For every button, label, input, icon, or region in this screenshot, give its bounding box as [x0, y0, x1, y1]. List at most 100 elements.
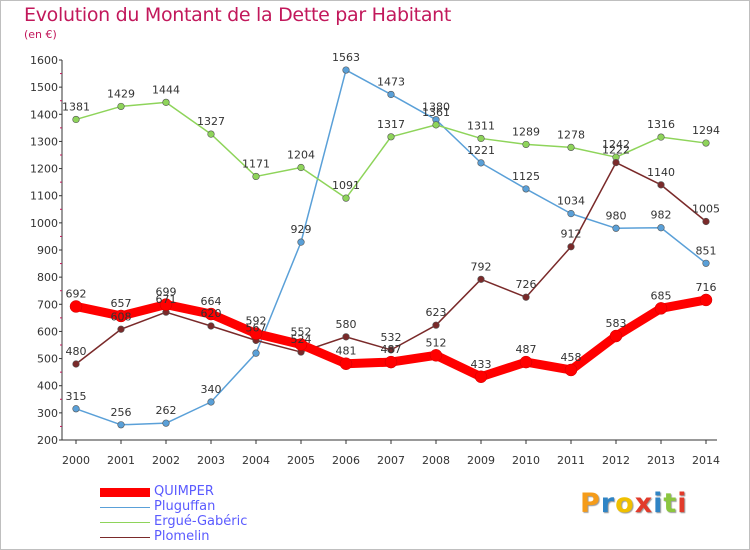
data-point-pluguffan: [702, 259, 710, 267]
data-point-pluguffan: [387, 90, 395, 99]
x-tick-label: 2013: [647, 454, 675, 467]
data-point-pluguffan: [567, 210, 575, 218]
y-tick-label: 1300: [30, 135, 58, 148]
data-point-pluguffan: [612, 224, 620, 232]
data-label-quimper: 487: [381, 343, 402, 356]
y-tick-label: 1600: [30, 54, 58, 67]
data-label-plomelin: 671: [156, 293, 177, 306]
logo-letter: t: [663, 488, 678, 519]
data-label-pluguffan: 340: [201, 383, 222, 396]
data-point-ergu-gab-ric: [477, 134, 485, 143]
x-tick-label: 2008: [422, 454, 450, 467]
logo-letter: P: [580, 488, 601, 519]
y-tick-label: 800: [37, 271, 58, 284]
x-tick-label: 2011: [557, 454, 585, 467]
x-tick-label: 2004: [242, 454, 270, 467]
legend-swatch-ergue-gaberic: [100, 522, 150, 523]
data-point-pluguffan: [117, 421, 125, 429]
x-tick-label: 2006: [332, 454, 360, 467]
data-label-ergu-gab-ric: 1171: [242, 157, 270, 170]
data-point-quimper: [294, 338, 308, 351]
data-label-quimper: 685: [651, 289, 672, 302]
x-tick-label: 2012: [602, 454, 630, 467]
x-tick-label: 2000: [62, 454, 90, 467]
data-point-quimper: [564, 363, 578, 377]
data-label-ergu-gab-ric: 1327: [197, 115, 225, 128]
data-point-plomelin: [522, 293, 530, 301]
data-point-quimper: [699, 293, 713, 307]
data-point-pluguffan: [207, 398, 215, 406]
data-label-ergu-gab-ric: 1278: [557, 128, 585, 141]
legend-swatch-pluguffan: [100, 507, 150, 508]
x-tick-label: 2003: [197, 454, 225, 467]
logo-letter: i: [653, 488, 664, 519]
data-label-quimper: 583: [606, 317, 627, 330]
data-point-quimper: [114, 309, 128, 323]
y-tick-label: 700: [37, 298, 58, 311]
legend-label-plomelin: Plomelin: [154, 529, 210, 544]
data-label-plomelin: 580: [336, 318, 357, 331]
data-label-quimper: 481: [336, 345, 357, 358]
data-point-quimper: [654, 302, 668, 315]
data-point-pluguffan: [297, 238, 305, 246]
data-point-quimper: [429, 349, 443, 362]
axes: 200 300 400 500 600 700 800 900 1000 1100 1200 1300…: [30, 54, 720, 467]
data-point-pluguffan: [252, 349, 260, 357]
data-label-plomelin: 726: [516, 278, 537, 291]
data-point-plomelin: [567, 243, 575, 251]
data-point-plomelin: [612, 159, 620, 167]
data-point-pluguffan: [657, 224, 665, 232]
y-tick-label: 300: [37, 407, 58, 420]
series-layer: [69, 66, 713, 429]
data-point-ergu-gab-ric: [657, 133, 665, 141]
data-label-plomelin: 532: [381, 331, 402, 344]
data-label-quimper: 487: [516, 343, 537, 356]
data-point-plomelin: [72, 360, 80, 368]
data-label-ergu-gab-ric: 1091: [332, 179, 360, 192]
data-labels: 692 657 699 664 592 552 481 487 512 433 487 458 583 6…: [62, 51, 720, 419]
data-point-ergu-gab-ric: [297, 163, 305, 172]
data-label-pluguffan: 851: [696, 244, 717, 257]
data-label-plomelin: 1140: [647, 166, 675, 179]
legend-label-quimper: QUIMPER: [154, 484, 214, 499]
data-point-pluguffan: [162, 419, 170, 427]
data-label-plomelin: 1222: [602, 144, 630, 157]
data-label-quimper: 552: [291, 325, 312, 338]
data-label-plomelin: 620: [201, 307, 222, 320]
data-label-ergu-gab-ric: 1242: [602, 138, 630, 151]
data-point-ergu-gab-ric: [702, 139, 710, 147]
data-label-pluguffan: 1563: [332, 51, 360, 64]
y-tick-label: 1400: [30, 108, 58, 121]
y-tick-label: 500: [37, 353, 58, 366]
y-tick-label: 1100: [30, 190, 58, 203]
data-label-ergu-gab-ric: 1381: [62, 100, 90, 113]
y-tick-label: 200: [37, 434, 58, 447]
data-label-quimper: 592: [246, 315, 267, 328]
data-point-quimper: [384, 355, 398, 369]
data-point-quimper: [159, 298, 173, 311]
data-label-quimper: 716: [696, 281, 717, 294]
x-tick-label: 2014: [692, 454, 720, 467]
data-label-ergu-gab-ric: 1204: [287, 148, 315, 161]
data-label-quimper: 699: [156, 286, 177, 299]
data-point-plomelin: [657, 181, 665, 189]
y-tick-label: 1200: [30, 163, 58, 176]
data-label-ergu-gab-ric: 1429: [107, 87, 135, 100]
legend-label-pluguffan: Pluguffan: [154, 499, 216, 514]
data-label-ergu-gab-ric: 1289: [512, 125, 540, 138]
data-label-pluguffan: 980: [606, 209, 627, 222]
data-point-pluguffan: [342, 66, 350, 74]
data-label-pluguffan: 1221: [467, 144, 495, 157]
data-point-ergu-gab-ric: [522, 140, 530, 149]
data-label-pluguffan: 1034: [557, 195, 585, 208]
x-tick-label: 2010: [512, 454, 540, 467]
x-tick-label: 2001: [107, 454, 135, 467]
data-point-ergu-gab-ric: [117, 102, 125, 111]
data-label-ergu-gab-ric: 1311: [467, 119, 495, 132]
data-point-ergu-gab-ric: [387, 133, 395, 141]
data-label-pluguffan: 982: [651, 209, 672, 222]
data-point-plomelin: [387, 346, 395, 354]
data-label-quimper: 664: [201, 295, 222, 308]
data-label-ergu-gab-ric: 1294: [692, 124, 720, 137]
data-point-pluguffan: [72, 405, 80, 413]
